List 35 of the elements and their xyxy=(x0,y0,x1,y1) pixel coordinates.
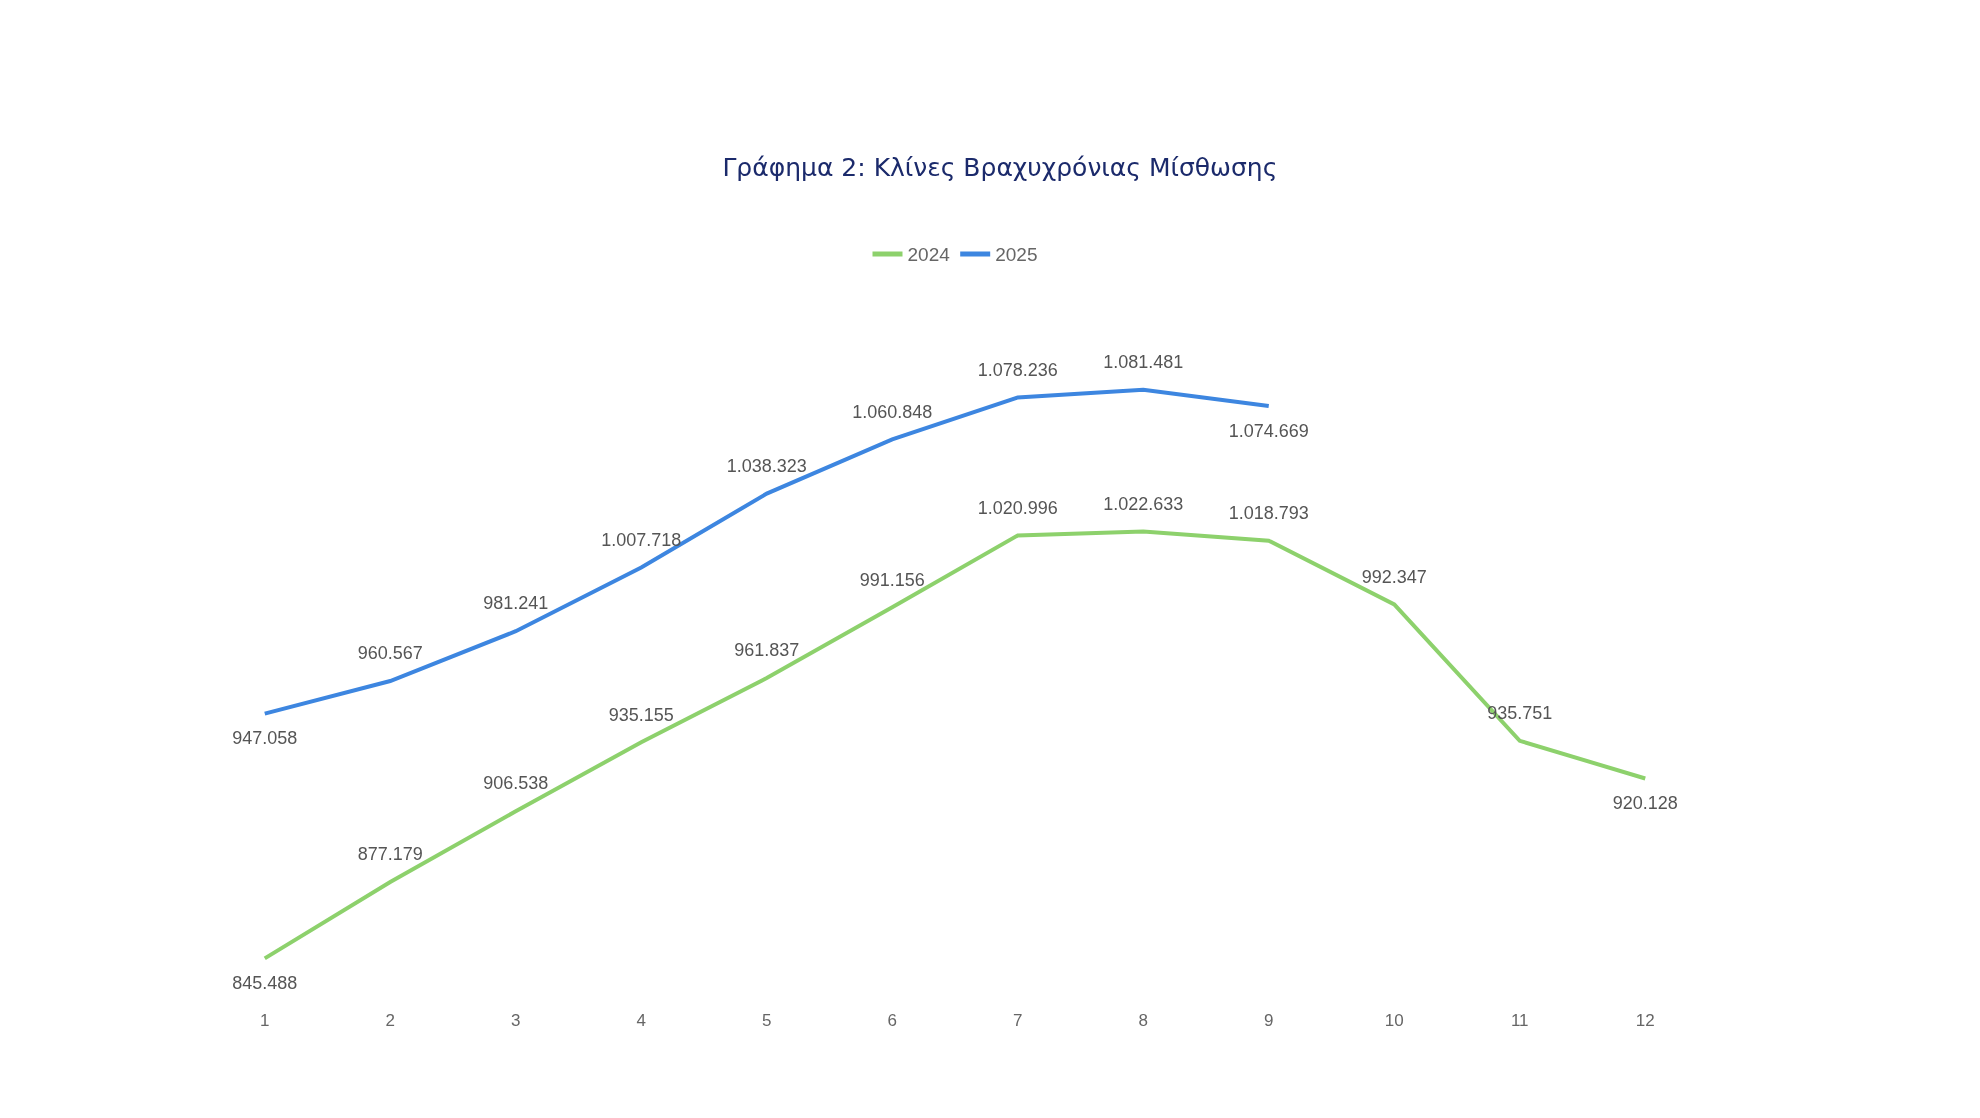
data-label: 1.074.669 xyxy=(1228,420,1309,441)
data-label: 920.128 xyxy=(1612,793,1678,814)
x-tick-label: 6 xyxy=(887,1011,897,1030)
data-label: 947.058 xyxy=(232,728,298,749)
data-label: 877.179 xyxy=(357,844,423,865)
x-tick-label: 12 xyxy=(1635,1011,1655,1030)
data-label: 845.488 xyxy=(232,973,298,994)
data-label: 1.060.848 xyxy=(852,401,933,422)
x-tick-label: 9 xyxy=(1264,1011,1274,1030)
legend-label: 2024 xyxy=(907,244,951,266)
x-tick-label: 10 xyxy=(1384,1011,1404,1030)
x-tick-label: 1 xyxy=(260,1011,270,1030)
data-label: 1.078.236 xyxy=(977,359,1058,380)
data-label: 1.038.323 xyxy=(726,455,807,476)
x-tick-label: 4 xyxy=(636,1011,646,1030)
data-label: 906.538 xyxy=(483,773,549,794)
data-label: 1.007.718 xyxy=(601,529,682,550)
data-label: 992.347 xyxy=(1361,566,1427,587)
data-label: 1.018.793 xyxy=(1228,502,1309,523)
data-label: 981.241 xyxy=(483,593,549,614)
data-label: 1.020.996 xyxy=(977,497,1058,518)
legend-label: 2025 xyxy=(995,244,1038,266)
x-tick-label: 7 xyxy=(1013,1011,1023,1030)
x-tick-label: 2 xyxy=(385,1011,395,1030)
x-tick-label: 3 xyxy=(511,1011,521,1030)
x-tick-label: 11 xyxy=(1510,1011,1529,1030)
x-tick-label: 8 xyxy=(1138,1011,1148,1030)
data-label: 935.155 xyxy=(608,704,674,725)
chart-title: Γράφημα 2: Κλίνες Βραχυχρόνιας Μίσθωσης xyxy=(722,153,1278,183)
x-tick-label: 5 xyxy=(762,1011,772,1030)
data-label: 1.081.481 xyxy=(1103,351,1184,372)
data-label: 1.022.633 xyxy=(1103,493,1184,514)
data-label: 991.156 xyxy=(859,569,925,590)
data-label: 960.567 xyxy=(357,643,423,664)
data-label: 961.837 xyxy=(734,640,800,661)
